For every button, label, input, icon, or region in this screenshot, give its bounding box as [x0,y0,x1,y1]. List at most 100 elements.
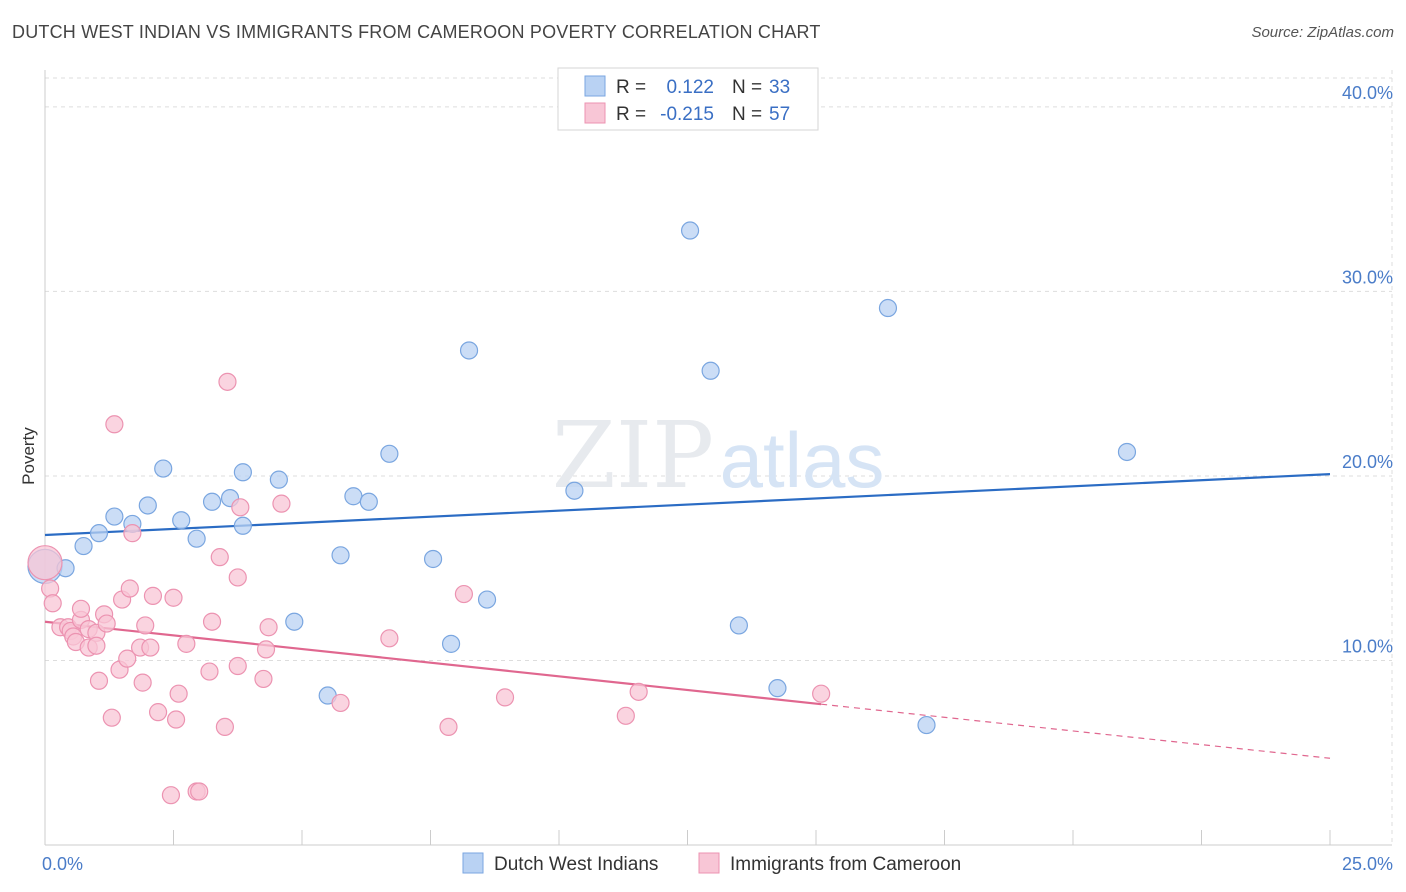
watermark-atlas: atlas [720,416,885,504]
data-point [256,640,276,659]
data-point [272,494,291,513]
series-legend: Dutch West Indians Immigrants from Camer… [462,852,961,875]
data-point [344,487,363,506]
data-point [231,498,250,517]
data-point [259,618,278,637]
data-point [878,298,898,318]
data-point [89,671,109,690]
data-point [423,549,443,569]
data-point [138,496,157,515]
data-point [331,693,350,713]
legend-n-value-1: 33 [769,77,790,98]
data-point [380,444,399,463]
data-point [190,782,209,801]
data-point [118,649,137,668]
data-point [105,507,124,526]
series-legend-swatch-blue [462,852,484,874]
data-point [215,717,234,737]
watermark: ZIP atlas [552,402,884,509]
data-point [154,459,173,478]
series-legend-label-pink: Immigrants from Cameroon [730,854,961,875]
data-point [202,492,222,511]
data-point [233,463,252,482]
data-point [120,579,139,598]
data-point [133,673,152,692]
data-point [105,415,124,434]
data-point [629,682,648,701]
axes [44,70,1392,846]
data-point [729,616,749,635]
data-point [477,590,497,609]
trendline-solid [44,620,822,706]
data-point [228,568,247,587]
series-legend-swatch-pink [698,852,720,874]
chart-source: Source: ZipAtlas.com [1251,24,1394,41]
data-point [89,524,109,543]
data-point [71,599,91,618]
data-point [616,706,635,725]
data-point [441,634,461,653]
data-point [565,481,584,500]
data-point [254,669,273,689]
data-point [917,715,936,735]
data-point [123,524,142,543]
data-point [359,492,378,511]
data-point [680,221,700,240]
data-point [166,710,186,729]
data-point [200,662,219,681]
data-point [27,545,63,581]
data-point [148,703,168,722]
data-point [210,548,229,567]
legend-r-value-1: 0.122 [666,77,714,98]
data-point [439,717,458,737]
x-tick-label-start: 0.0% [42,854,83,874]
data-point [459,341,479,360]
data-point [454,584,474,604]
data-point [136,616,155,635]
legend-swatch-blue [584,75,606,97]
y-axis-label: Poverty [19,427,38,485]
series-legend-label-blue: Dutch West Indians [494,854,658,875]
data-point [701,361,720,380]
data-point [177,634,196,653]
data-point [812,684,831,703]
data-point [141,638,160,657]
data-point [218,372,237,391]
legend-r-value-2: -0.215 [660,104,714,125]
data-point [164,588,183,607]
legend-n-value-2: 57 [769,104,790,125]
data-point [228,656,247,676]
data-point [169,684,188,703]
data-point [87,636,106,655]
legend-r-label-1: R = [616,77,646,98]
correlation-legend: R = 0.122 N = 33 R = -0.215 N = 57 [557,67,819,131]
data-point [331,546,350,565]
legend-n-label-1: N = [732,77,762,98]
series-immigrants-from-cameroon [27,372,831,805]
data-point [202,612,222,631]
y-tick-label: 10.0% [1342,636,1393,656]
data-point [143,586,163,605]
y-tick-label: 30.0% [1342,267,1393,287]
data-point [74,536,93,556]
data-point [97,614,116,633]
grid-lines [45,70,1393,845]
y-tick-label: 20.0% [1342,452,1393,472]
data-point [380,629,399,648]
trendline-dashed [821,703,1331,759]
tick-labels: 10.0% 20.0% 30.0% 40.0% 0.0% 25.0% [42,83,1393,874]
data-point [495,688,515,707]
data-point [41,579,60,598]
data-points [27,221,1137,805]
data-point [187,529,206,548]
data-point [43,594,62,613]
data-point [172,511,191,530]
trendlines [44,473,1331,759]
data-point [768,679,787,698]
legend-swatch-pink [584,102,606,124]
data-point [269,470,288,489]
legend-r-label-2: R = [616,104,646,125]
trendline [44,473,1331,537]
data-point [233,516,252,535]
